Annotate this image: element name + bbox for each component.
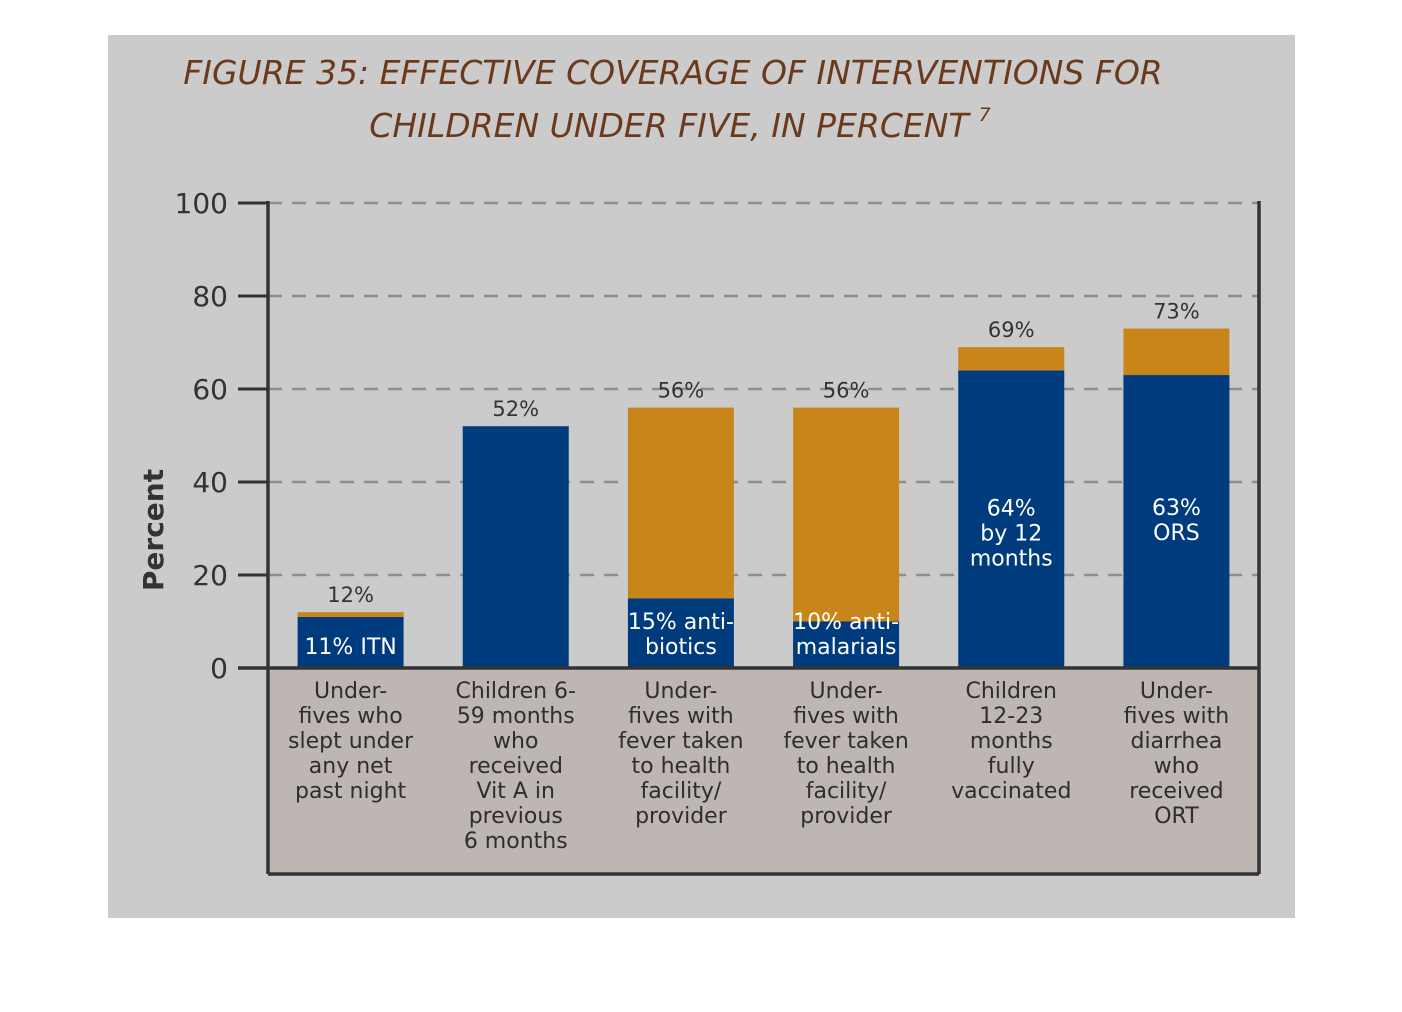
category-label-0-line-1: fives who xyxy=(298,704,402,729)
chart-title-superscript: 7 xyxy=(979,104,991,126)
bar-inner-label-2-0: 15% anti- xyxy=(628,610,734,635)
category-label-5-line-2: diarrhea xyxy=(1130,729,1222,754)
bar-inner-label-5-1: ORS xyxy=(1153,521,1200,546)
y-axis-title: Percent xyxy=(137,469,170,591)
bar-total-label-4: 69% xyxy=(988,318,1035,342)
category-label-3-line-5: provider xyxy=(800,804,893,829)
bar-effective-2 xyxy=(627,598,734,668)
category-label-1-line-0: Children 6- xyxy=(456,679,576,704)
bar-total-label-3: 56% xyxy=(823,379,870,403)
category-label-3-line-1: fives with xyxy=(793,704,899,729)
bar-remainder-3 xyxy=(793,407,900,622)
y-tick-label-0: 0 xyxy=(210,652,228,685)
bar-inner-label-3-1: malarials xyxy=(796,635,897,660)
labels: 0 20 40 60 80 100 12% 11% ITN Under-fives whosle… xyxy=(175,187,1230,854)
bar-remainder-0 xyxy=(297,612,404,617)
gridlines xyxy=(268,201,1259,577)
category-label-5-line-3: who xyxy=(1154,754,1199,779)
category-label-3-line-4: facility/ xyxy=(806,779,887,804)
bar-effective-5 xyxy=(1123,375,1230,668)
category-label-1-line-5: previous xyxy=(469,804,563,829)
bar-total-label-1: 52% xyxy=(492,397,539,421)
bar-remainder-2 xyxy=(627,407,734,599)
category-label-1-line-1: 59 months xyxy=(457,704,575,729)
category-label-5-line-5: ORT xyxy=(1154,804,1199,829)
bar-inner-label-2-1: biotics xyxy=(645,635,717,660)
category-label-1-line-3: received xyxy=(469,754,563,779)
category-label-0-line-0: Under- xyxy=(314,679,387,704)
y-tick-label-60: 60 xyxy=(192,373,228,406)
category-label-3-line-2: fever taken xyxy=(783,729,908,754)
category-label-2-line-2: fever taken xyxy=(618,729,743,754)
category-label-1-line-2: who xyxy=(493,729,538,754)
category-label-3-line-3: to health xyxy=(797,754,896,779)
category-label-2-line-4: facility/ xyxy=(641,779,722,804)
bar-effective-3 xyxy=(793,621,900,668)
bars xyxy=(297,328,1230,668)
category-label-4-line-2: months xyxy=(970,729,1053,754)
category-label-2-line-1: fives with xyxy=(628,704,734,729)
category-label-area xyxy=(268,668,1259,874)
category-label-5-line-0: Under- xyxy=(1140,679,1213,704)
bar-inner-label-4-1: by 12 xyxy=(980,521,1042,546)
category-label-2-line-3: to health xyxy=(632,754,731,779)
bar-total-label-2: 56% xyxy=(658,379,705,403)
category-label-2-line-0: Under- xyxy=(644,679,717,704)
bar-effective-0 xyxy=(297,616,404,668)
bar-remainder-5 xyxy=(1123,328,1230,376)
category-label-0-line-3: any net xyxy=(309,754,393,779)
bar-total-label-0: 12% xyxy=(327,583,374,607)
bar-inner-label-5-0: 63% xyxy=(1152,496,1201,521)
y-tick-label-20: 20 xyxy=(192,559,228,592)
category-label-4-line-4: vaccinated xyxy=(951,779,1071,804)
bar-inner-label-4-2: months xyxy=(970,546,1053,571)
bar-inner-label-3-0: 10% anti- xyxy=(793,610,899,635)
chart-title-line-2: CHILDREN UNDER FIVE, IN PERCENT 7 xyxy=(369,104,990,145)
chart-title-line-1: FIGURE 35: EFFECTIVE COVERAGE OF INTERVE… xyxy=(183,53,1162,92)
bar-effective-4 xyxy=(958,370,1065,668)
category-label-4-line-0: Children xyxy=(965,679,1057,704)
category-label-1-line-4: Vit A in xyxy=(477,779,555,804)
category-label-1-line-6: 6 months xyxy=(464,829,568,854)
category-label-2-line-5: provider xyxy=(635,804,728,829)
bar-inner-label-0-0: 11% ITN xyxy=(304,635,396,660)
bar-total-label-5: 73% xyxy=(1153,300,1200,324)
category-label-5-line-1: fives with xyxy=(1124,704,1230,729)
bar-effective-1 xyxy=(462,426,569,668)
axes xyxy=(238,201,1261,876)
category-label-4-line-3: fully xyxy=(988,754,1035,779)
category-label-4-line-1: 12-23 xyxy=(979,704,1043,729)
bar-inner-label-4-0: 64% xyxy=(987,496,1036,521)
category-label-3-line-0: Under- xyxy=(810,679,883,704)
y-tick-label-100: 100 xyxy=(175,187,228,220)
chart-title-line-2-text: CHILDREN UNDER FIVE, IN PERCENT xyxy=(369,106,971,145)
category-label-0-line-4: past night xyxy=(295,779,406,804)
category-label-0-line-2: slept under xyxy=(288,729,414,754)
category-label-5-line-4: received xyxy=(1129,779,1223,804)
y-tick-label-80: 80 xyxy=(192,280,228,313)
y-tick-label-40: 40 xyxy=(192,466,228,499)
bar-remainder-4 xyxy=(958,347,1065,371)
